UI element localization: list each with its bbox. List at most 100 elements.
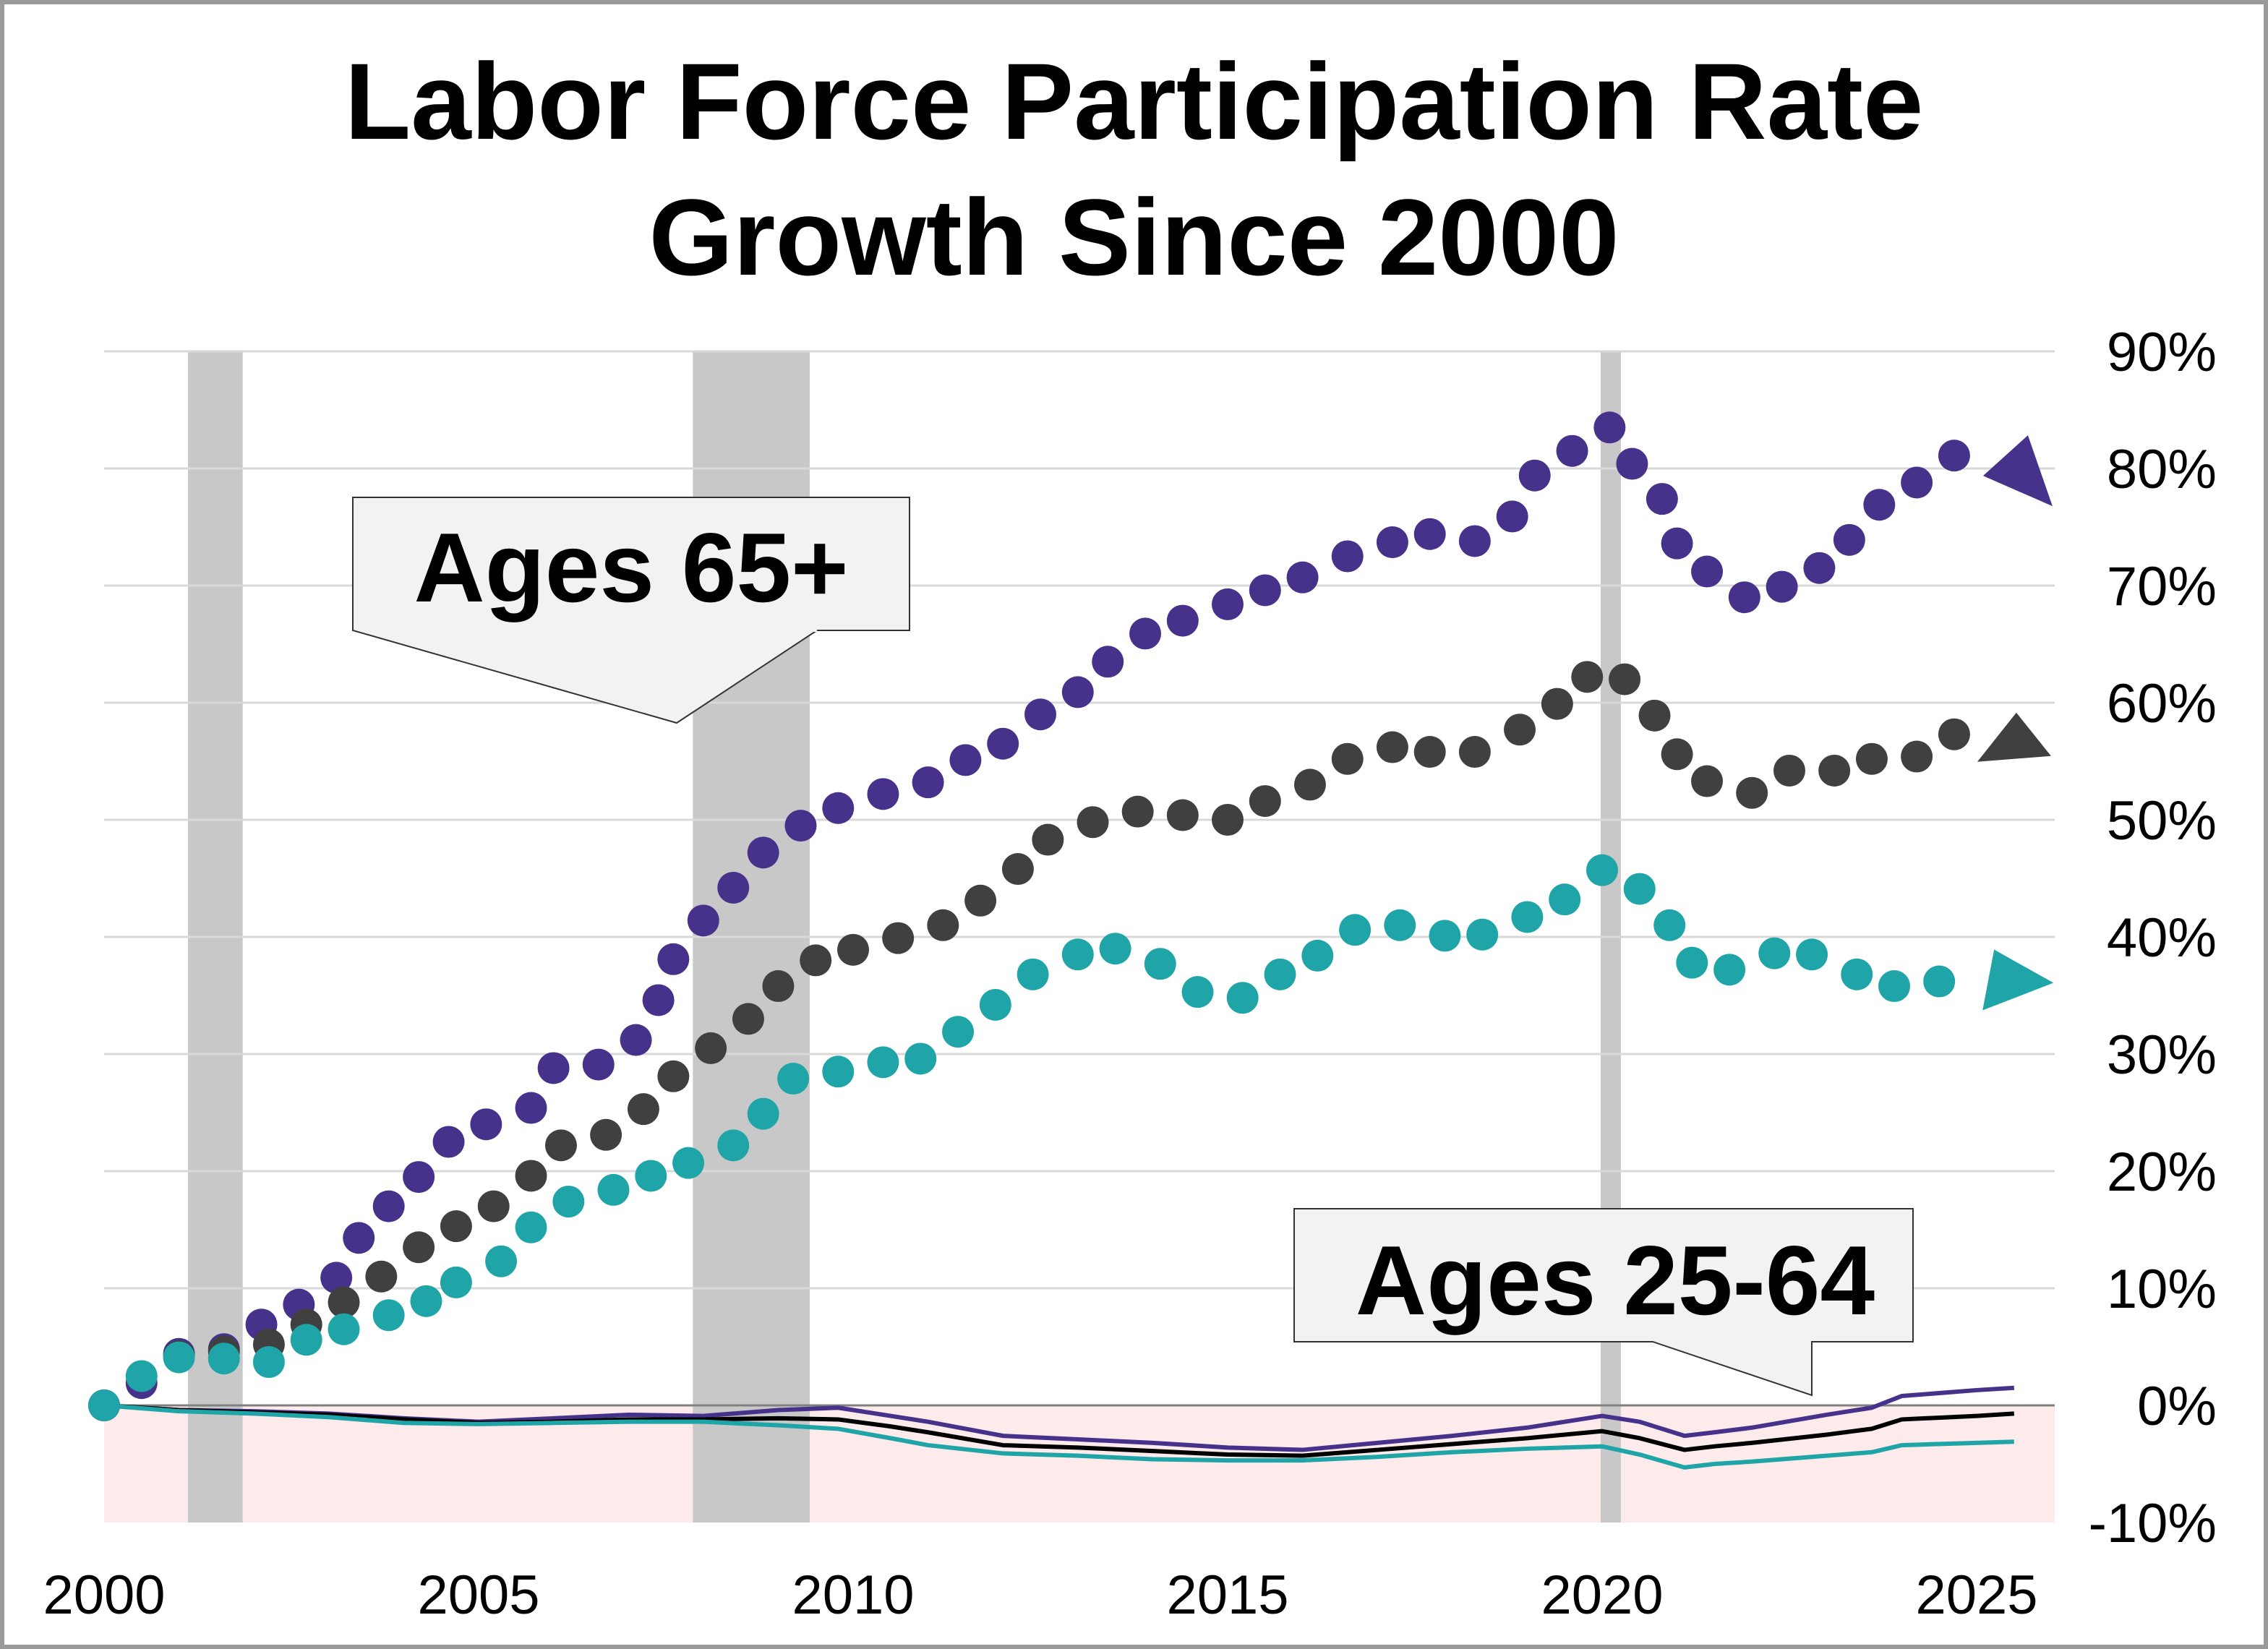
data-point bbox=[1331, 742, 1364, 775]
data-point bbox=[1901, 466, 1933, 499]
data-point bbox=[515, 1211, 547, 1243]
data-point bbox=[1339, 914, 1372, 946]
data-point bbox=[1855, 742, 1888, 775]
data-point bbox=[537, 1052, 570, 1084]
data-point bbox=[1212, 588, 1244, 620]
data-point bbox=[403, 1161, 435, 1194]
data-point bbox=[597, 1173, 630, 1206]
data-point bbox=[882, 922, 915, 954]
data-point bbox=[590, 1118, 622, 1151]
data-point bbox=[1331, 540, 1364, 573]
series-lines bbox=[103, 1385, 2014, 1470]
data-point bbox=[1691, 765, 1724, 797]
data-point bbox=[320, 1262, 353, 1294]
trend-arrow bbox=[1982, 435, 2053, 507]
data-point bbox=[672, 1147, 705, 1179]
data-point bbox=[1878, 970, 1911, 1003]
y-tick-label: -10% bbox=[2089, 1493, 2217, 1554]
callout-label-ages-25-64: Ages 25-64 bbox=[1356, 1225, 1875, 1335]
data-point bbox=[1901, 740, 1933, 773]
x-tick-label: 2025 bbox=[1915, 1564, 2037, 1626]
data-point bbox=[1144, 948, 1176, 980]
data-point bbox=[1061, 676, 1094, 708]
data-point bbox=[125, 1360, 158, 1392]
data-point bbox=[987, 727, 1019, 760]
data-point bbox=[732, 1003, 764, 1035]
data-point bbox=[1796, 938, 1828, 971]
chart-title-line-2: Growth Since 2000 bbox=[649, 176, 1619, 298]
data-point bbox=[1713, 954, 1746, 986]
data-point bbox=[1773, 754, 1805, 787]
data-point bbox=[1001, 853, 1034, 886]
x-tick-label: 2010 bbox=[792, 1564, 914, 1626]
tick-labels: -10% 0% 10% 20% 30% 40% 50% 60% 70% 80% 90% 2000 200… bbox=[43, 322, 2217, 1626]
y-tick-label: 0% bbox=[2137, 1376, 2217, 1437]
data-point bbox=[1212, 804, 1244, 836]
data-point bbox=[627, 1093, 659, 1126]
data-point bbox=[1691, 555, 1724, 588]
data-point bbox=[1504, 714, 1536, 746]
data-point bbox=[1661, 527, 1693, 560]
y-tick-label: 10% bbox=[2107, 1259, 2217, 1320]
data-point bbox=[372, 1299, 405, 1332]
data-point bbox=[470, 1108, 502, 1141]
data-point bbox=[1728, 581, 1760, 614]
data-point bbox=[1458, 736, 1491, 768]
series-line bbox=[103, 1403, 2014, 1470]
data-point bbox=[942, 1016, 975, 1048]
y-tick-label: 90% bbox=[2107, 322, 2217, 383]
data-point bbox=[1129, 617, 1162, 650]
data-point bbox=[343, 1222, 375, 1254]
data-point bbox=[1077, 806, 1109, 839]
data-point bbox=[1061, 938, 1094, 971]
data-point bbox=[1092, 646, 1124, 678]
data-point bbox=[822, 792, 855, 824]
data-point bbox=[1661, 738, 1693, 771]
trend-arrow bbox=[1982, 949, 2054, 1011]
y-tick-label: 20% bbox=[2107, 1142, 2217, 1203]
data-point bbox=[1121, 795, 1154, 828]
data-point bbox=[290, 1324, 322, 1356]
data-point bbox=[620, 1024, 652, 1056]
data-point bbox=[867, 778, 899, 810]
x-tick-label: 2000 bbox=[43, 1564, 165, 1626]
data-point bbox=[1653, 909, 1686, 941]
data-point bbox=[440, 1210, 472, 1243]
data-point bbox=[1413, 518, 1446, 550]
data-point bbox=[1413, 736, 1446, 768]
data-point bbox=[837, 933, 869, 966]
y-tick-label: 80% bbox=[2107, 439, 2217, 500]
data-point bbox=[867, 1046, 899, 1079]
data-point bbox=[1766, 570, 1798, 603]
data-point bbox=[1249, 785, 1281, 818]
data-point bbox=[1293, 768, 1326, 801]
data-point bbox=[372, 1190, 405, 1222]
data-point bbox=[1249, 574, 1281, 607]
data-point bbox=[657, 943, 690, 975]
y-tick-label: 30% bbox=[2107, 1024, 2217, 1086]
y-tick-label: 70% bbox=[2107, 556, 2217, 617]
data-point bbox=[1938, 718, 1970, 750]
chart-title-line-1: Labor Force Participation Rate bbox=[344, 40, 1924, 162]
data-point bbox=[544, 1129, 577, 1162]
data-point bbox=[1511, 901, 1544, 933]
data-point bbox=[252, 1346, 285, 1379]
data-point bbox=[1301, 939, 1334, 972]
data-point bbox=[904, 1042, 937, 1075]
data-point bbox=[1676, 946, 1708, 979]
data-point bbox=[1541, 688, 1573, 720]
data-point bbox=[1024, 698, 1056, 731]
data-point bbox=[1181, 976, 1214, 1008]
chart-title: Labor Force Participation Rate Growth Si… bbox=[4, 33, 2264, 305]
data-point bbox=[1609, 663, 1641, 695]
data-point bbox=[432, 1126, 465, 1158]
data-point bbox=[949, 744, 982, 776]
plot-area: -10% 0% 10% 20% 30% 40% 50% 60% 70% 80% 90% 2000 200… bbox=[43, 322, 2217, 1626]
data-point bbox=[1841, 958, 1873, 990]
data-point bbox=[515, 1160, 547, 1192]
data-point bbox=[1923, 965, 1956, 998]
data-point bbox=[784, 810, 817, 842]
data-point bbox=[964, 884, 997, 917]
data-point bbox=[1803, 552, 1836, 584]
data-point bbox=[1226, 982, 1259, 1014]
